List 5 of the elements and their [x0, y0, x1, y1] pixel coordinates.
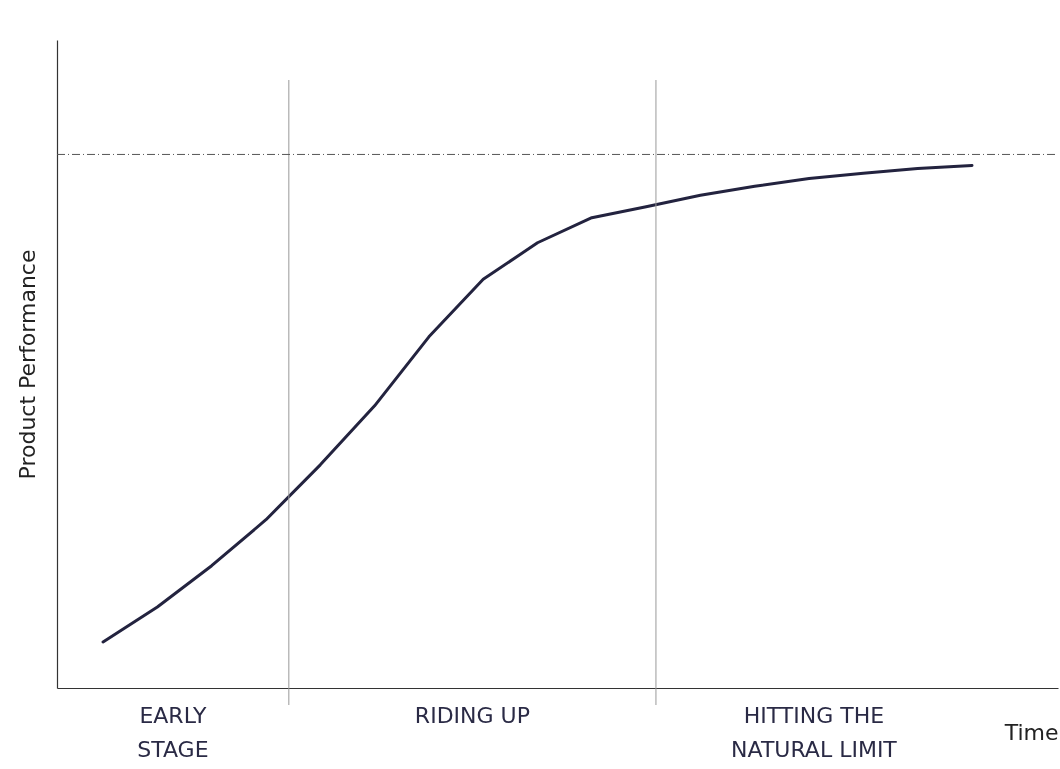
x-axis-title: Time — [1003, 719, 1059, 745]
text: RIDING UP — [414, 703, 530, 728]
text: HITTING THE NATURAL LIMIT — [731, 703, 898, 762]
text: EARLY STAGE — [137, 703, 209, 762]
y-axis-title: Product Performance — [14, 249, 40, 480]
